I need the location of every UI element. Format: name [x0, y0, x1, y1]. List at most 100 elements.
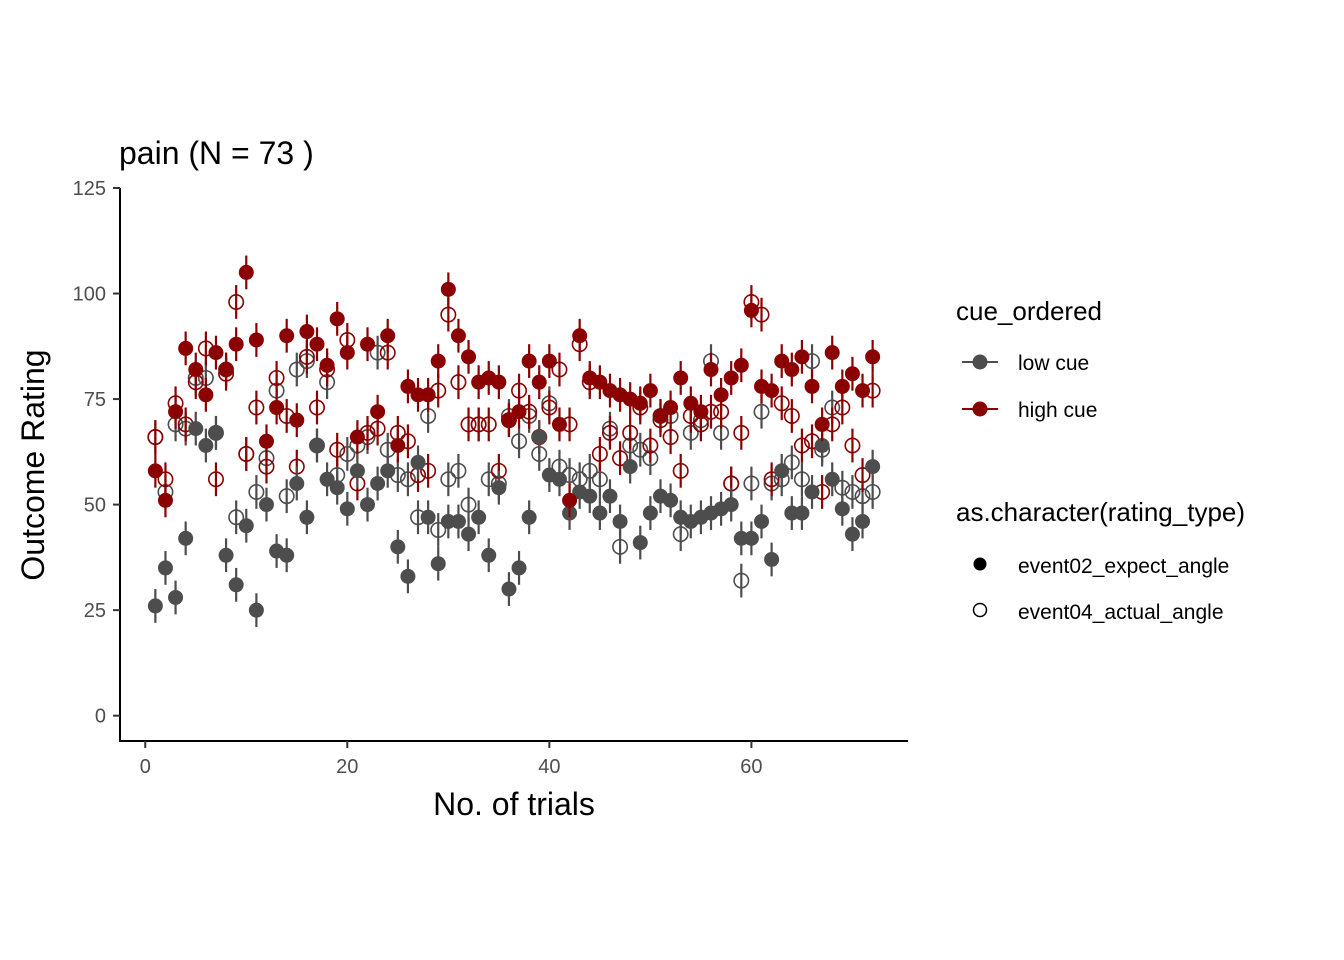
data-point [774, 463, 790, 479]
data-point [430, 521, 447, 538]
data-point [743, 302, 759, 318]
data-point [865, 459, 881, 475]
data-point [450, 328, 466, 344]
data-point [248, 602, 264, 618]
data-point [642, 437, 659, 454]
legend-item-actual: event04_actual_angle [972, 601, 1224, 624]
data-point [440, 306, 457, 323]
legend-expect-key [973, 557, 987, 571]
data-point [278, 488, 295, 505]
data-point [299, 509, 315, 525]
data-point [480, 471, 497, 488]
data-point [390, 438, 406, 454]
data-point [450, 513, 466, 529]
data-point [592, 505, 608, 521]
data-point [753, 403, 770, 420]
data-point [824, 471, 840, 487]
data-point [632, 535, 648, 551]
data-point [804, 378, 820, 394]
data-point [844, 437, 861, 454]
data-point [390, 539, 406, 555]
data-point [178, 340, 194, 356]
data-point [511, 404, 527, 420]
data-point [329, 311, 345, 327]
data-point [238, 445, 255, 462]
data-point [865, 349, 881, 365]
data-point [592, 374, 608, 390]
legend-item-low-cue: low cue [962, 352, 1089, 375]
data-point [693, 404, 709, 420]
data-point [783, 407, 800, 424]
data-point [814, 416, 830, 432]
legend-actual-key [972, 602, 988, 618]
data-point [672, 462, 689, 479]
data-point [480, 416, 497, 433]
data-point [157, 492, 173, 508]
data-point [370, 404, 386, 420]
data-point [188, 362, 204, 378]
data-point [207, 471, 224, 488]
legend-actual-label: event04_actual_angle [1018, 601, 1224, 624]
x-tick-label: 60 [740, 756, 762, 778]
data-point [168, 589, 184, 605]
data-point [258, 458, 275, 475]
data-point [420, 387, 436, 403]
data-point [440, 471, 457, 488]
data-point [400, 568, 416, 584]
data-point [360, 336, 376, 352]
data-point [147, 463, 163, 479]
data-point [591, 471, 608, 488]
data-point [319, 471, 335, 487]
data-point [289, 475, 305, 491]
x-axis-title: No. of trials [433, 786, 595, 822]
legend-item-high-cue: high cue [962, 399, 1097, 422]
data-point [248, 399, 265, 416]
data-point [541, 353, 557, 369]
data-point [733, 357, 749, 373]
data-point [622, 424, 639, 441]
legend-low-cue-key [972, 354, 988, 370]
data-point [733, 572, 750, 589]
data-point [773, 395, 790, 412]
data-point [228, 509, 245, 526]
data-point [298, 348, 315, 365]
data-point [855, 383, 871, 399]
data-point [461, 349, 477, 365]
data-point [652, 408, 668, 424]
data-point [258, 497, 274, 513]
data-point [774, 353, 790, 369]
data-point [309, 336, 325, 352]
data-point [663, 492, 679, 508]
data-point [461, 526, 477, 542]
data-point [420, 462, 437, 479]
data-point [612, 538, 629, 555]
data-point [783, 454, 800, 471]
data-point [329, 441, 346, 458]
data-point [582, 488, 598, 504]
x-tick-label: 0 [140, 756, 151, 778]
data-point [208, 425, 224, 441]
data-point [754, 513, 770, 529]
data-point [834, 378, 850, 394]
data-point [794, 505, 810, 521]
data-point [632, 441, 649, 458]
data-point [178, 530, 194, 546]
series-high-cue-expect [147, 255, 881, 518]
data-point [521, 353, 537, 369]
y-tick-label: 0 [95, 706, 106, 728]
data-point [248, 332, 264, 348]
data-point [541, 399, 558, 416]
data-point [450, 462, 467, 479]
data-point [218, 362, 234, 378]
data-point [683, 395, 699, 411]
data-point [663, 400, 679, 416]
data-point [400, 378, 416, 394]
y-axis-title: Outcome Rating [15, 349, 51, 580]
data-point [814, 438, 830, 454]
y-tick-label: 25 [84, 600, 106, 622]
y-tick-label: 100 [73, 284, 106, 306]
data-point [470, 416, 487, 433]
y-tick-label: 75 [84, 389, 106, 411]
data-point [460, 416, 477, 433]
data-point [228, 336, 244, 352]
